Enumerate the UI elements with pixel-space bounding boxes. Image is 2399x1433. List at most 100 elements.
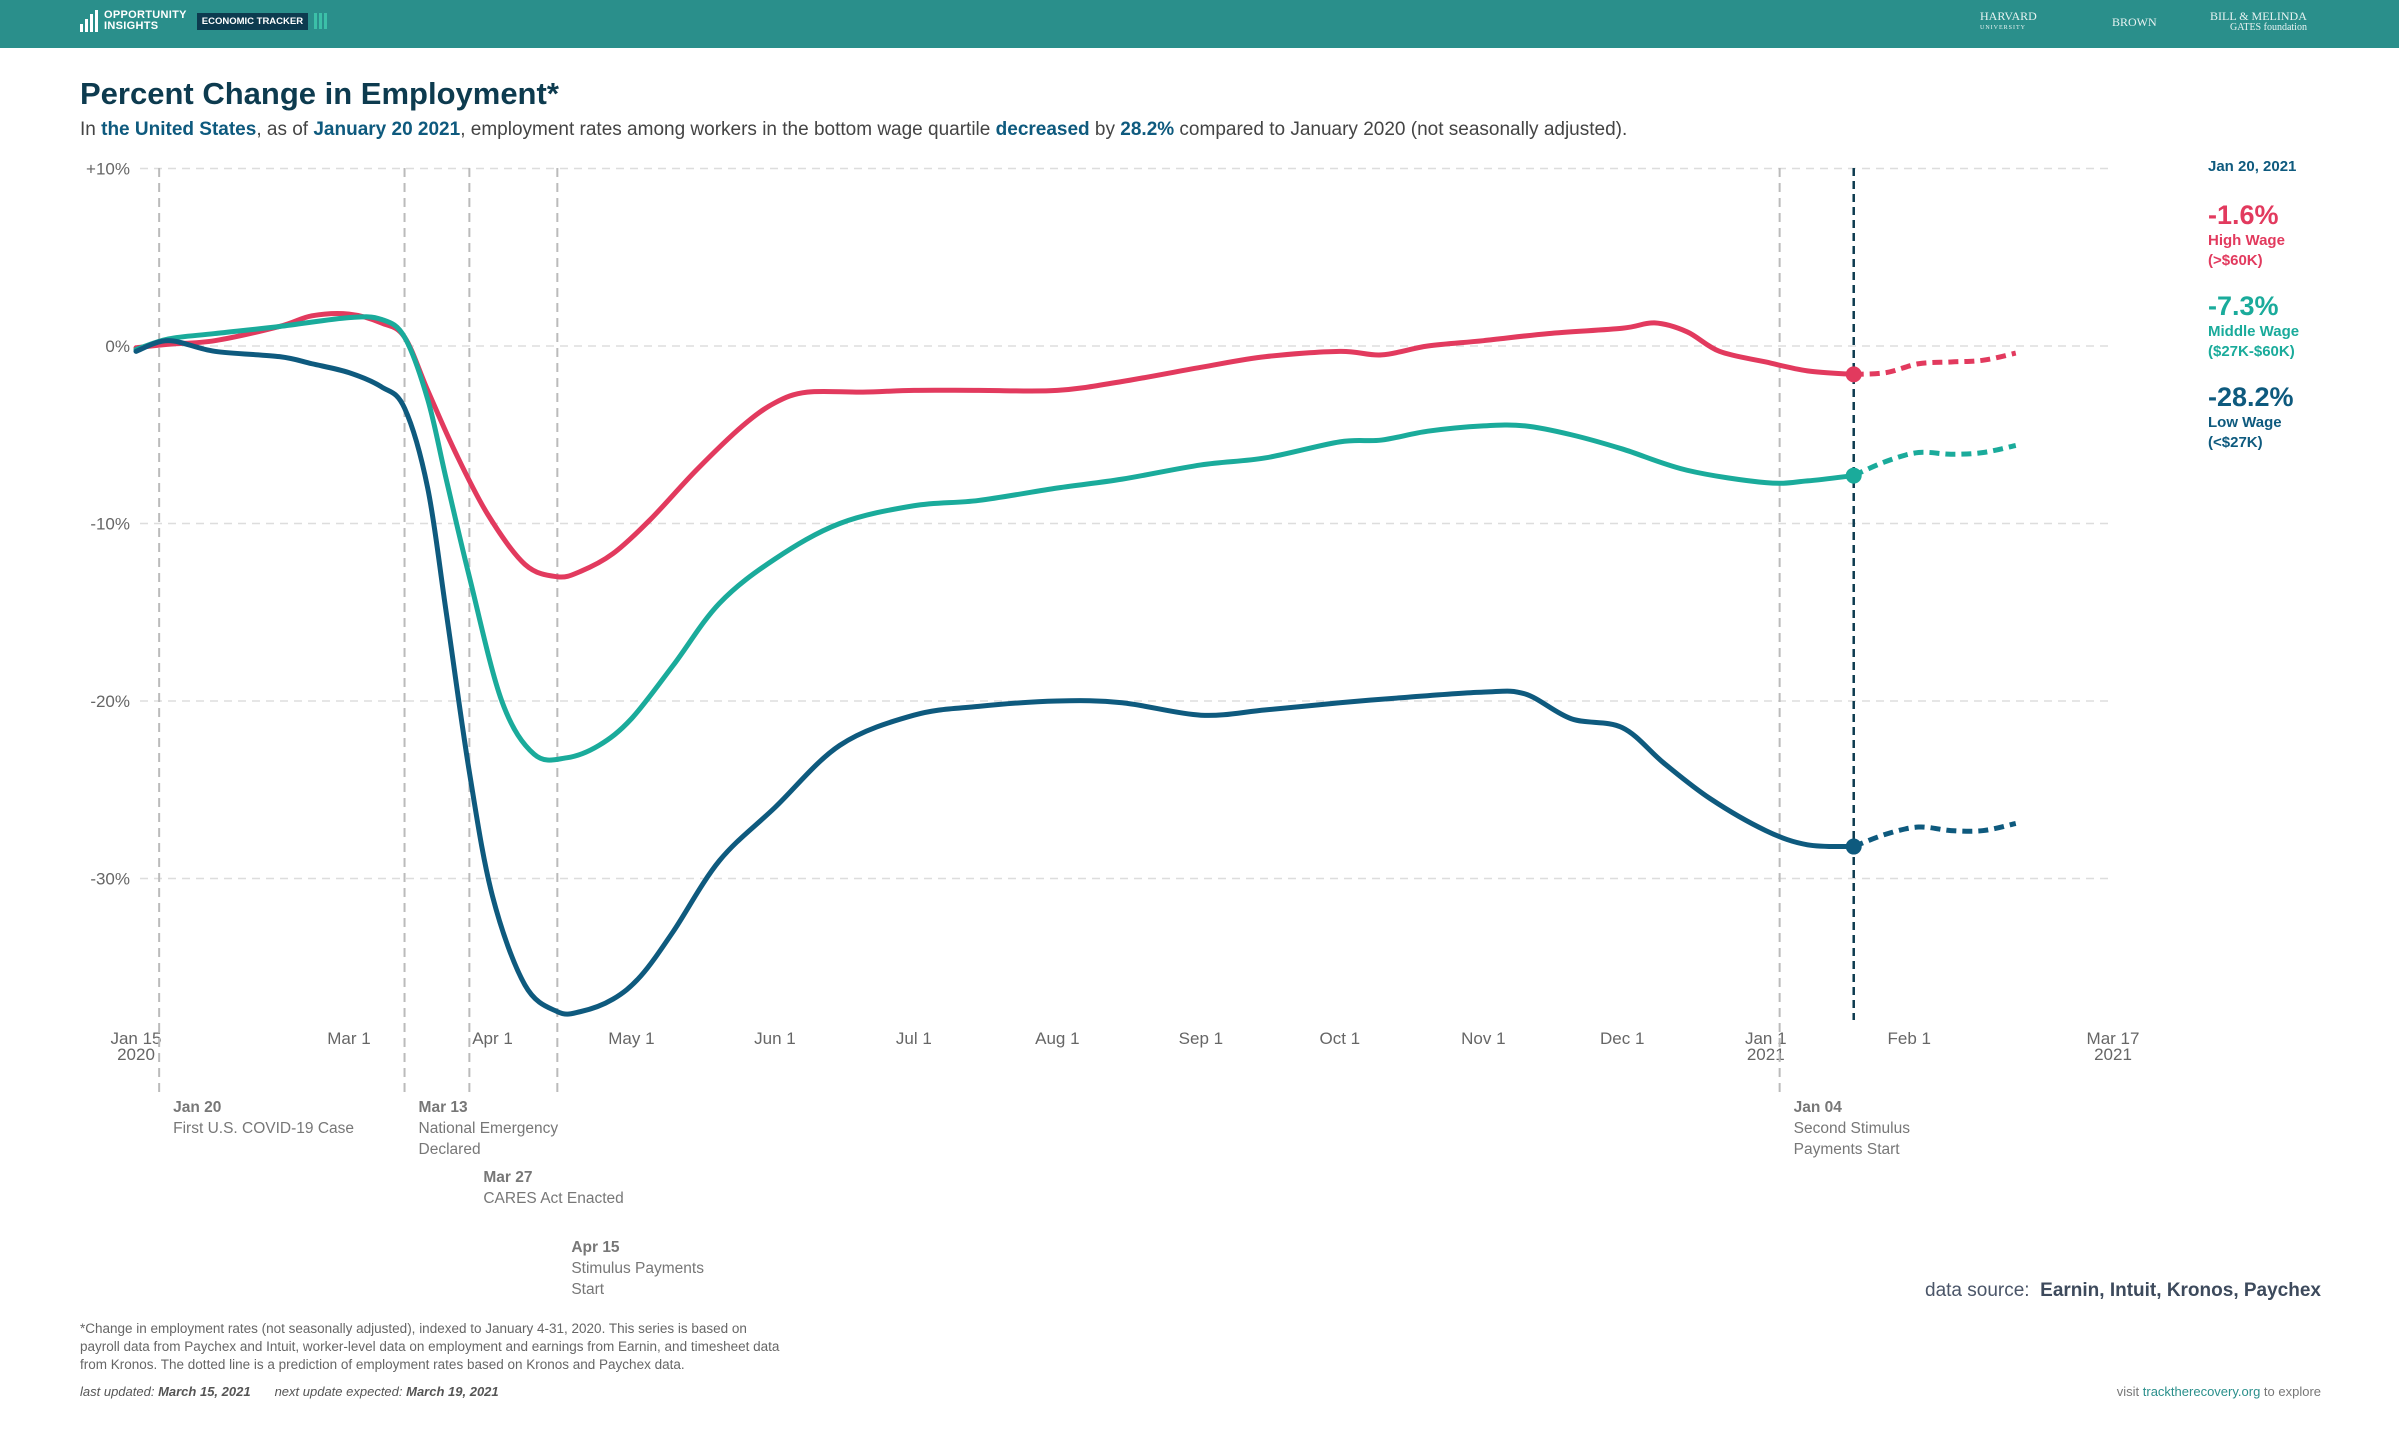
x-tick-year: 2021 [2094, 1045, 2132, 1064]
direction-highlight: decreased [995, 119, 1090, 140]
subtitle-text: In [80, 119, 102, 140]
high-wage-range: (>$60K) [2208, 252, 2263, 269]
event-text: Payments Start [1793, 1141, 1900, 1158]
event-text: Start [571, 1281, 605, 1298]
event-annotation: Apr 15 Stimulus Payments Start [571, 1237, 704, 1300]
x-tick-label: Feb 1 [1888, 1029, 1931, 1048]
x-tick-year: 2020 [117, 1045, 155, 1064]
event-text: Second Stimulus [1793, 1120, 1910, 1137]
y-tick-label: -30% [90, 870, 130, 889]
event-date: Apr 15 [571, 1239, 620, 1256]
event-text: Declared [418, 1141, 481, 1158]
x-tick-label: Oct 1 [1319, 1029, 1360, 1048]
x-tick-label: Dec 1 [1600, 1029, 1644, 1048]
x-tick-year: 2021 [1747, 1045, 1785, 1064]
low-wage-line [133, 338, 1857, 1017]
middle-wage-current-point [1845, 467, 1862, 484]
last-updated-date: March 15, 2021 [158, 1384, 251, 1399]
date-highlight: January 20 2021 [313, 119, 461, 140]
visit-post: to explore [2260, 1384, 2321, 1399]
data-source-label: data source: [1925, 1280, 2030, 1301]
data-source: data source: Earnin, Intuit, Kronos, Pay… [1925, 1280, 2321, 1302]
low-wage-range: (<$27K) [2208, 434, 2263, 451]
legend-high-wage[interactable]: -1.6% High Wage (>$60K) [2208, 200, 2285, 271]
y-tick-label: -20% [90, 692, 130, 711]
tracktherecovery-link[interactable]: tracktherecovery.org [2142, 1384, 2261, 1399]
next-update-date: March 19, 2021 [406, 1384, 499, 1399]
header-bar: OPPORTUNITY INSIGHTS ECONOMIC TRACKER HAR… [0, 0, 2399, 48]
page-title: Percent Change in Employment* [80, 76, 559, 111]
x-tick-label: Jul 1 [896, 1029, 932, 1048]
x-tick-label: Apr 1 [472, 1029, 513, 1048]
high-wage-line [133, 311, 1857, 580]
y-tick-label: 0% [105, 337, 130, 356]
bar-chart-icon [80, 10, 98, 32]
subtitle-text: by [1089, 119, 1121, 140]
middle-wage-prediction-line [1852, 442, 2017, 478]
footnote: *Change in employment rates (not seasona… [80, 1321, 780, 1372]
partner-name: HARVARD [1980, 9, 2037, 23]
location-selector[interactable]: the United States [101, 119, 257, 140]
low-wage-prediction-line [1852, 821, 2017, 849]
event-annotation: Mar 13 National Emergency Declared [419, 1097, 559, 1160]
middle-wage-line [133, 314, 1857, 763]
low-wage-pct: -28.2% [2208, 382, 2294, 412]
x-tick-label: Sep 1 [1179, 1029, 1223, 1048]
event-date: Mar 27 [483, 1169, 533, 1186]
y-tick-label: -10% [90, 515, 130, 534]
x-tick-label: Jun 1 [754, 1029, 796, 1048]
middle-wage-range: ($27K-$60K) [2208, 343, 2295, 360]
brand-line1: OPPORTUNITY [104, 9, 187, 21]
event-date: Jan 04 [1793, 1099, 1842, 1116]
brown-logo[interactable]: BROWN [2112, 16, 2157, 28]
partner-sub: UNIVERSITY [1980, 25, 2026, 31]
harvard-logo[interactable]: HARVARD UNIVERSITY [1980, 10, 2037, 34]
visit-text: visit tracktherecovery.org to explore [2117, 1384, 2321, 1399]
legend-low-wage[interactable]: -28.2% Low Wage (<$27K) [2208, 382, 2294, 453]
stripes-icon [314, 13, 328, 29]
x-tick-label: Aug 1 [1035, 1029, 1079, 1048]
update-info: last updated: March 15, 2021 next update … [80, 1384, 499, 1399]
x-tick-label: Mar 1 [327, 1029, 370, 1048]
middle-wage-pct: -7.3% [2208, 291, 2279, 321]
side-panel: Jan 20, 2021 [2208, 158, 2296, 175]
partner-name: BROWN [2112, 15, 2157, 29]
x-tick-label: Nov 1 [1461, 1029, 1505, 1048]
legend-middle-wage[interactable]: -7.3% Middle Wage ($27K-$60K) [2208, 291, 2299, 362]
event-annotation: Mar 27 CARES Act Enacted [483, 1167, 623, 1209]
event-date: Mar 13 [418, 1099, 468, 1116]
x-tick-label: Jan 1 [1745, 1029, 1787, 1048]
subtitle-text: , employment rates among workers in the … [460, 119, 996, 140]
next-update-label: next update expected: [274, 1384, 407, 1399]
high-wage-current-point [1845, 366, 1862, 383]
event-annotation: Jan 20 First U.S. COVID-19 Case [173, 1097, 354, 1139]
data-source-value: Earnin, Intuit, Kronos, Paychex [2040, 1280, 2321, 1301]
opportunity-insights-logo[interactable]: OPPORTUNITY INSIGHTS ECONOMIC TRACKER [80, 9, 328, 32]
subtitle-text: compared to January 2020 (not seasonally… [1174, 119, 1628, 140]
y-tick-label: +10% [86, 160, 130, 179]
x-tick-label: Jan 15 [110, 1029, 161, 1048]
high-wage-prediction-line [1853, 350, 2017, 377]
partner-sub: GATES foundation [2230, 22, 2307, 33]
event-text: National Emergency [418, 1120, 559, 1137]
event-text: CARES Act Enacted [483, 1190, 624, 1207]
last-updated-label: last updated: [80, 1384, 159, 1399]
event-text: Stimulus Payments [571, 1260, 704, 1277]
side-date: Jan 20, 2021 [2208, 158, 2297, 175]
high-wage-label: High Wage [2208, 232, 2285, 249]
x-tick-label: Mar 17 [2087, 1029, 2140, 1048]
brand-line2: INSIGHTS [104, 20, 159, 32]
subtitle-text: , as of [256, 119, 314, 140]
gates-foundation-logo[interactable]: BILL & MELINDA GATES foundation [2210, 10, 2307, 34]
high-wage-pct: -1.6% [2208, 200, 2279, 230]
x-tick-label: May 1 [608, 1029, 654, 1048]
visit-pre: visit [2116, 1384, 2143, 1399]
event-text: First U.S. COVID-19 Case [173, 1120, 355, 1137]
middle-wage-label: Middle Wage [2208, 323, 2300, 340]
economic-tracker-badge: ECONOMIC TRACKER [196, 12, 309, 30]
event-date: Jan 20 [173, 1099, 222, 1116]
low-wage-current-point [1845, 838, 1862, 855]
value-highlight: 28.2% [1120, 119, 1175, 140]
event-annotation: Jan 04 Second Stimulus Payments Start [1794, 1097, 1910, 1160]
